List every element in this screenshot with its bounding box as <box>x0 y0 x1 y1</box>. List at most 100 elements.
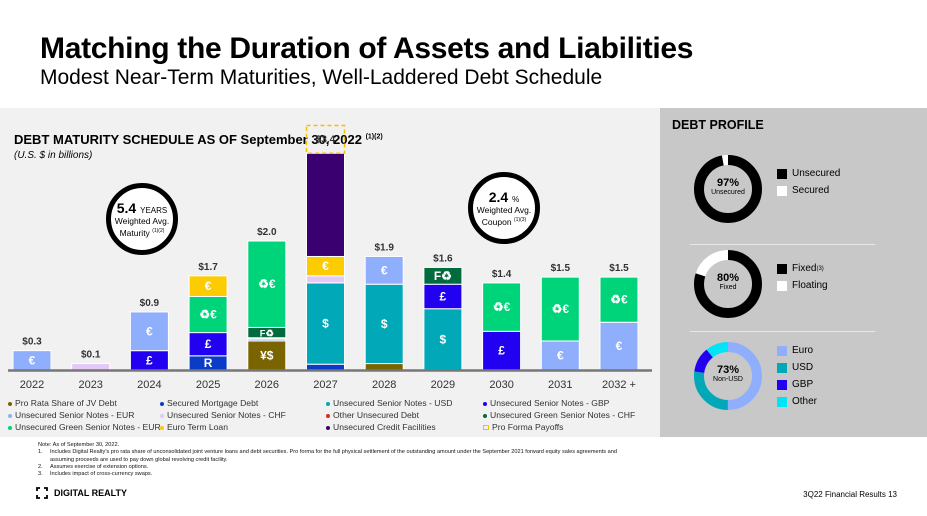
maturity-callout: 5.4 YEARS Weighted Avg. Maturity (1)(2) <box>106 183 178 255</box>
bar-segment-green_chf <box>423 266 463 285</box>
bar-segment-proforma <box>305 124 346 155</box>
donut-percent: 73% <box>716 364 740 376</box>
bar-segment-jv <box>247 340 287 371</box>
segment-glyph-euro_tl: € <box>322 259 329 273</box>
legend-item: Unsecured Senior Notes - CHF <box>160 410 286 420</box>
donut-legend-item: USD <box>777 359 817 376</box>
donut-percent: 80% <box>716 272 740 284</box>
chart-title-footnote: (1)(2) <box>365 133 383 141</box>
bar-segment-green_eur <box>599 276 639 323</box>
legend-item: Other Unsecured Debt <box>326 410 419 420</box>
segment-glyph-eur: € <box>29 353 36 367</box>
donut-label: Fixed <box>719 284 737 291</box>
donut-legend-item: Other <box>777 393 817 410</box>
legend-item: Unsecured Green Senior Notes - CHF <box>483 410 635 420</box>
segment-glyph-gbp: £ <box>440 289 447 303</box>
segment-glyph-green_eur: ♻€ <box>552 302 570 316</box>
legend-item: Unsecured Credit Facilities <box>326 422 436 432</box>
bar-total-label: $0.9 <box>140 298 160 309</box>
segment-glyph-eur: € <box>616 339 623 353</box>
donut-chart-non-usd: 73% Non-USD <box>692 340 764 417</box>
legend-swatch <box>777 362 787 373</box>
legend-label: Euro Term Loan <box>167 422 228 432</box>
bar-total-label: $1.4 <box>492 269 512 280</box>
donut-legend: Euro USD GBP Other <box>777 342 817 410</box>
bar-total-label: $2.0 <box>257 227 277 238</box>
x-tick-label: 2030 <box>489 379 513 391</box>
legend-swatch <box>326 425 330 430</box>
coupon-value: 2.4 % <box>488 189 520 206</box>
legend-label: Other <box>792 396 818 407</box>
footnote-2: 2. Assumes exercise of extension options. <box>38 463 149 470</box>
legend-label: Unsecured Senior Notes - USD <box>333 398 453 408</box>
brand-logo: DIGITAL REALTY <box>36 487 127 499</box>
legend-item: Pro Forma Payoffs <box>483 422 563 432</box>
segment-glyph-green_chf: F♻ <box>434 269 452 283</box>
segment-glyph-usd: $ <box>322 317 329 331</box>
bar-segment-eur <box>540 340 580 371</box>
bar-total-label: $1.7 <box>198 262 218 273</box>
segment-glyph-green_eur: ♻€ <box>493 300 511 314</box>
legend-swatch <box>326 401 330 406</box>
donut-legend-item: GBP <box>777 376 817 393</box>
legend-label: Other Unsecured Debt <box>333 410 419 420</box>
legend-label: Pro Forma Payoffs <box>492 422 564 432</box>
legend-swatch <box>777 168 787 179</box>
bar-segment-gbp <box>423 283 463 310</box>
donut-legend-item: Unsecured <box>777 165 840 182</box>
legend-label: Secured Mortgage Debt <box>167 398 259 408</box>
maturity-line2: Maturity (1)(2) <box>119 227 165 238</box>
coupon-line1: Weighted Avg. <box>476 205 532 216</box>
legend-swatch <box>160 413 164 418</box>
x-tick-label: 2029 <box>431 379 455 391</box>
chart-units: (U.S. $ in billions) <box>14 150 93 161</box>
bar-segment-credit <box>306 152 345 257</box>
legend-swatch <box>483 413 487 418</box>
x-tick-label: 2027 <box>313 379 337 391</box>
donut-slice-other <box>694 342 762 410</box>
segment-glyph-jv: ¥$ <box>260 348 274 362</box>
note-intro: Note: As of September 30, 2022. <box>38 442 120 448</box>
bar-segment-usd <box>306 282 345 365</box>
legend-label: GBP <box>792 379 814 390</box>
legend-label: USD <box>792 362 814 373</box>
chart-title: DEBT MATURITY SCHEDULE AS OF September 3… <box>14 132 383 147</box>
legend-label: Unsecured Senior Notes - GBP <box>490 398 610 408</box>
bar-segment-euro_tl <box>188 275 228 297</box>
bar-total-label: $1.6 <box>433 253 453 264</box>
legend-label: Euro <box>792 345 814 356</box>
legend-label: Secured <box>792 185 830 196</box>
brand-name: DIGITAL REALTY <box>54 488 127 498</box>
x-tick-label: 2031 <box>548 379 572 391</box>
brand-bracket-icon <box>36 487 48 499</box>
legend-item: Euro Term Loan <box>160 422 228 432</box>
bar-segment-eur <box>364 255 404 285</box>
segment-glyph-gbp: £ <box>146 353 153 367</box>
bar-segment-green_eur <box>188 295 228 334</box>
legend-label: Unsecured Senior Notes - EUR <box>15 410 135 420</box>
donut-legend-item: Secured <box>777 182 840 199</box>
legend-swatch <box>777 185 787 196</box>
donut-center-label: 73% Non-USD <box>693 364 763 383</box>
donut-percent: 97% <box>716 177 740 189</box>
legend-footnote: (3) <box>816 265 824 272</box>
bar-segment-eur <box>129 311 169 352</box>
donut-center-label: 97% Unsecured <box>693 177 763 196</box>
legend-item: Unsecured Senior Notes - USD <box>326 398 452 408</box>
legend-label: Pro Rata Share of JV Debt <box>15 398 117 408</box>
segment-glyph-eur: € <box>381 263 388 277</box>
x-tick-label: 2023 <box>78 379 102 391</box>
legend-label: Unsecured Senior Notes - CHF <box>167 410 286 420</box>
x-tick-label: 2026 <box>255 379 279 391</box>
bar-segment-chf <box>71 363 111 371</box>
bar-segment-green_eur <box>540 276 580 342</box>
segment-glyph-gbp: £ <box>498 344 505 358</box>
legend-item: Pro Rata Share of JV Debt <box>8 398 117 408</box>
donut-slice-floating <box>694 250 762 318</box>
legend-swatch <box>483 401 487 406</box>
legend-swatch <box>8 413 12 418</box>
x-tick-label: 2022 <box>20 379 44 391</box>
divider <box>690 244 875 245</box>
page-subtitle: Modest Near-Term Maturities, Well-Ladder… <box>40 66 603 89</box>
legend-swatch <box>8 425 12 430</box>
